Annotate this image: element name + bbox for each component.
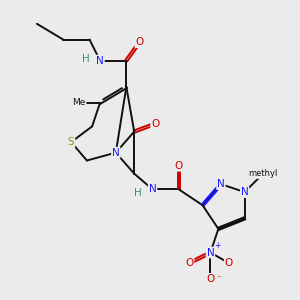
- Text: H: H: [82, 53, 89, 64]
- Text: ⁻: ⁻: [216, 274, 221, 283]
- Text: O: O: [175, 161, 183, 171]
- Text: N: N: [241, 187, 248, 197]
- Text: O: O: [151, 119, 159, 129]
- Text: N: N: [149, 184, 157, 194]
- Text: methyl: methyl: [248, 169, 278, 178]
- Text: N: N: [112, 148, 120, 158]
- Text: H: H: [134, 188, 142, 198]
- Text: O: O: [185, 258, 194, 268]
- Text: N: N: [207, 248, 214, 257]
- Text: N: N: [96, 56, 104, 66]
- Text: +: +: [214, 241, 221, 250]
- Text: O: O: [225, 258, 233, 268]
- Text: O: O: [135, 37, 144, 47]
- Text: N: N: [217, 179, 225, 189]
- Text: S: S: [68, 137, 74, 147]
- Text: Me: Me: [72, 98, 86, 107]
- Text: O: O: [206, 274, 214, 284]
